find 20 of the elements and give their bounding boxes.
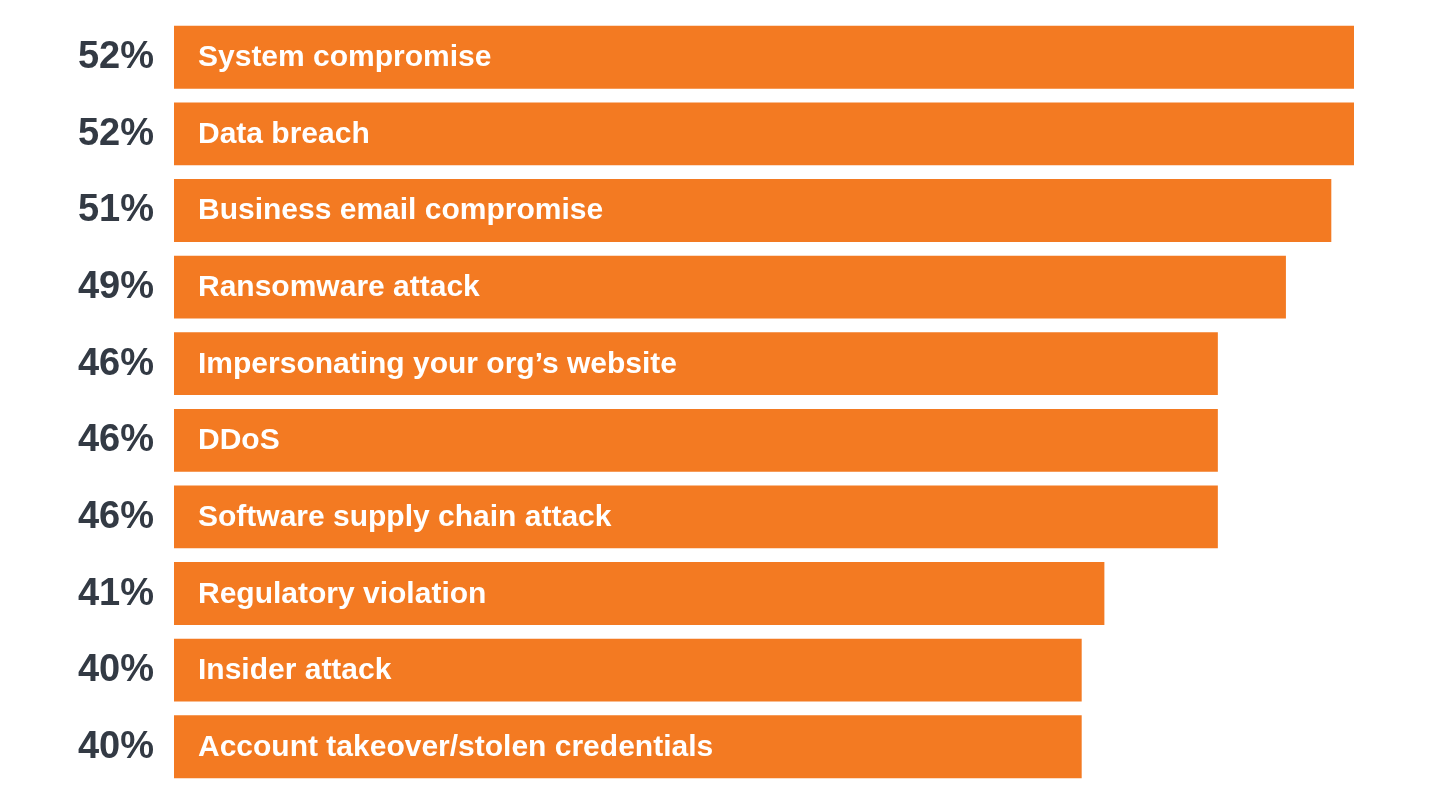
y-tick-label: Data breach (198, 115, 370, 149)
data-label: 52% (77, 110, 154, 153)
y-tick-label: Regulatory violation (198, 575, 487, 609)
data-label: 46% (77, 340, 154, 383)
y-tick-label: Ransomware attack (198, 269, 481, 303)
y-tick-label: Account takeover/stolen credentials (198, 728, 714, 762)
y-tick-label: DDoS (198, 422, 280, 456)
data-label: 46% (77, 493, 154, 536)
data-label: 41% (77, 570, 154, 613)
data-label: 52% (77, 34, 154, 77)
data-label: 51% (77, 187, 154, 230)
data-label: 49% (77, 264, 154, 307)
y-tick-label: Impersonating your org’s website (198, 345, 677, 379)
y-tick-label: Insider attack (198, 652, 392, 686)
data-label: 40% (77, 647, 154, 690)
data-label: 46% (77, 417, 154, 460)
y-tick-label: System compromise (198, 39, 492, 73)
y-tick-label: Software supply chain attack (198, 498, 612, 532)
data-label: 40% (77, 723, 154, 766)
y-tick-label: Business email compromise (198, 192, 604, 226)
